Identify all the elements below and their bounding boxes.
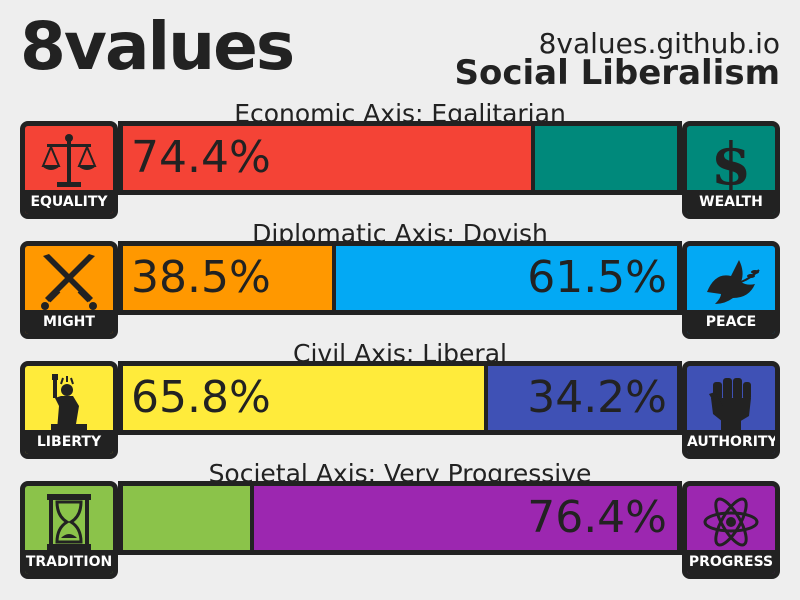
raised-fist-icon [709,378,751,432]
scales-icon [41,134,97,187]
civil-axis-bar: 65.8% 34.2% [118,361,682,435]
ideology-result: Social Liberalism [454,53,781,93]
equality-icon-box: EQUALITY [20,121,118,219]
authority-bar-segment: 34.2% [487,366,677,430]
svg-text:$: $ [711,132,751,192]
liberty-icon-box: LIBERTY [20,361,118,459]
might-bar-segment: 38.5% [123,246,337,310]
atom-icon [703,497,759,547]
progress-percentage: 76.4% [527,492,667,543]
icon-label: MIGHT [25,310,113,334]
liberty-bar-segment: 65.8% [123,366,488,430]
logo: 8values [20,8,295,85]
liberty-percentage: 65.8% [131,372,271,423]
authority-icon-box: AUTHORITY [682,361,780,459]
progress-icon-box: PROGRESS [682,481,780,579]
icon-label: TRADITION [25,550,113,574]
dove-icon [707,260,760,304]
icon-label: WEALTH [687,190,775,214]
icon-label: LIBERTY [25,430,113,454]
dollar-icon: $ [711,132,751,192]
might-icon-box: MIGHT [20,241,118,339]
economic-axis-bar: 74.4% [118,121,682,195]
icon-label: AUTHORITY [687,430,775,454]
might-percentage: 38.5% [131,252,271,303]
progress-bar-segment: 76.4% [253,486,677,550]
peace-icon-box: PEACE [682,241,780,339]
diplomatic-axis-bar: 38.5% 61.5% [118,241,682,315]
equality-percentage: 74.4% [131,132,271,183]
authority-percentage: 34.2% [527,372,667,423]
crossed-swords-icon [41,254,97,310]
wealth-bar-segment [535,126,677,190]
icon-label: PROGRESS [687,550,775,574]
icon-label: PEACE [687,310,775,334]
peace-bar-segment: 61.5% [336,246,677,310]
peace-percentage: 61.5% [527,252,667,303]
equality-bar-segment: 74.4% [123,126,536,190]
tradition-icon-box: TRADITION [20,481,118,579]
statue-of-liberty-icon [51,374,87,430]
tradition-bar-segment [123,486,254,550]
site-url: 8values.github.io [538,27,780,60]
wealth-icon-box: $ WEALTH [682,121,780,219]
hourglass-icon [47,494,91,550]
societal-axis-bar: 76.4% [118,481,682,555]
icon-label: EQUALITY [25,190,113,214]
